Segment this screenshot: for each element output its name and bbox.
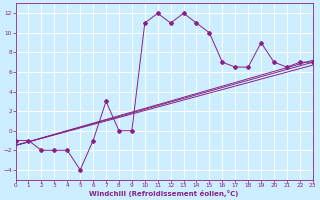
X-axis label: Windchill (Refroidissement éolien,°C): Windchill (Refroidissement éolien,°C) (90, 190, 239, 197)
